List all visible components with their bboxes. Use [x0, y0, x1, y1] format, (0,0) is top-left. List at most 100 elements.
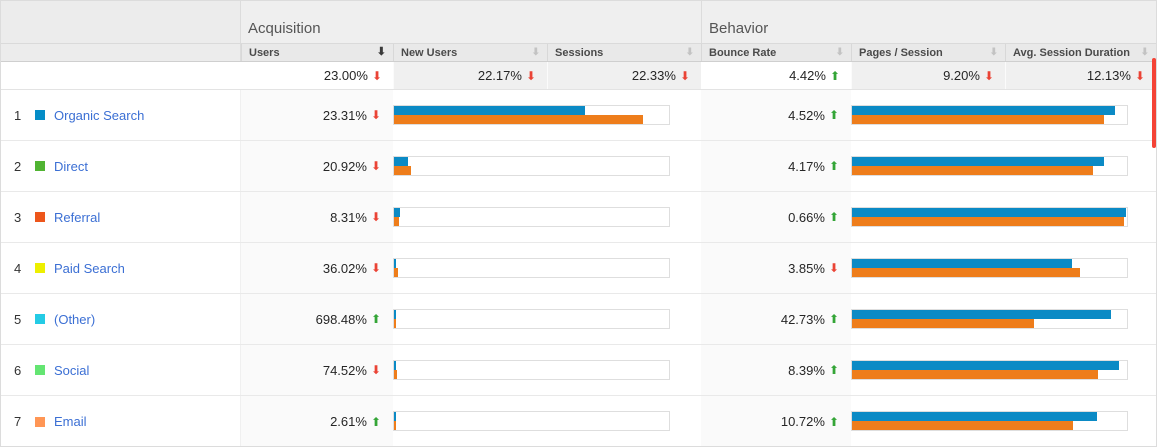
trend-arrow-icon — [829, 262, 839, 274]
group-header-acquisition: Acquisition — [241, 1, 701, 43]
table-row: 7 Email 2.61% 10.72% — [1, 396, 1156, 446]
date-range-b-bar — [852, 268, 1081, 277]
behavior-bar-cell — [851, 192, 1156, 242]
date-range-a-bar — [852, 361, 1119, 370]
channel-color-swatch — [35, 212, 45, 222]
comparison-bar-chart — [851, 105, 1128, 125]
channel-label-cell: 7 Email — [1, 396, 241, 446]
summary-sessions: 22.33% — [547, 62, 701, 89]
date-range-a-bar — [852, 208, 1126, 217]
column-header-new-users[interactable]: New Users — [393, 44, 547, 61]
channel-link[interactable]: Direct — [54, 158, 88, 174]
row-number: 4 — [14, 260, 22, 276]
trend-arrow-icon — [371, 416, 381, 428]
comparison-bar-chart — [851, 258, 1128, 278]
channel-link[interactable]: Organic Search — [54, 107, 145, 123]
summary-pages-session: 9.20% — [851, 62, 1005, 89]
row-number: 1 — [14, 107, 22, 123]
acquisition-bar-cell — [393, 90, 701, 140]
column-header-sessions[interactable]: Sessions — [547, 44, 701, 61]
group-header-band: Acquisition Behavior — [1, 1, 1156, 44]
column-header-bounce-rate[interactable]: Bounce Rate — [701, 44, 851, 61]
date-range-b-bar — [852, 319, 1034, 328]
group-label: Acquisition — [248, 20, 321, 37]
trend-arrow-icon — [371, 211, 381, 223]
acquisition-change-cell: 74.52% — [241, 345, 393, 395]
date-range-b-bar — [394, 217, 399, 226]
trend-arrow-icon — [830, 70, 840, 82]
comparison-bar-chart — [393, 411, 670, 431]
comparison-bar-chart — [851, 411, 1128, 431]
date-range-a-bar — [394, 106, 586, 115]
summary-bounce-rate: 4.42% — [701, 62, 851, 89]
trend-arrow-icon — [829, 211, 839, 223]
trend-arrow-icon — [371, 160, 381, 172]
behavior-bar-cell — [851, 294, 1156, 344]
date-range-a-bar — [852, 157, 1104, 166]
trend-arrow-icon — [829, 160, 839, 172]
channel-label-cell: 5 (Other) — [1, 294, 241, 344]
trend-arrow-icon — [829, 416, 839, 428]
acquisition-bar-cell — [393, 294, 701, 344]
acquisition-change-cell: 20.92% — [241, 141, 393, 191]
channel-color-swatch — [35, 263, 45, 273]
column-header-users[interactable]: Users — [241, 44, 393, 61]
sort-desc-icon — [686, 48, 694, 58]
summary-spacer — [1, 62, 241, 89]
comparison-bar-chart — [393, 105, 670, 125]
date-range-b-bar — [852, 166, 1094, 175]
date-range-b-bar — [852, 370, 1099, 379]
comparison-bar-chart — [851, 309, 1128, 329]
channel-color-swatch — [35, 365, 45, 375]
channel-color-swatch — [35, 314, 45, 324]
summary-new-users: 22.17% — [393, 62, 547, 89]
channel-label-cell: 2 Direct — [1, 141, 241, 191]
trend-arrow-icon — [829, 364, 839, 376]
dimension-header-spacer — [1, 1, 241, 43]
channel-color-swatch — [35, 161, 45, 171]
summary-users: 23.00% — [241, 62, 393, 89]
channel-link[interactable]: (Other) — [54, 311, 96, 327]
date-range-b-bar — [394, 421, 396, 430]
comparison-bar-chart — [393, 156, 670, 176]
acquisition-change-cell: 8.31% — [241, 192, 393, 242]
comparison-bar-chart — [393, 258, 670, 278]
behavior-bar-cell — [851, 345, 1156, 395]
date-range-a-bar — [394, 361, 396, 370]
date-range-b-bar — [394, 268, 399, 277]
sort-desc-icon — [377, 47, 386, 58]
channel-link[interactable]: Social — [54, 362, 90, 378]
column-header-pages-session[interactable]: Pages / Session — [851, 44, 1005, 61]
channel-link[interactable]: Referral — [54, 209, 101, 225]
trend-arrow-icon — [371, 313, 381, 325]
date-range-b-bar — [394, 370, 398, 379]
acquisition-change-cell: 698.48% — [241, 294, 393, 344]
column-header-avg-session-duration[interactable]: Avg. Session Duration — [1005, 44, 1156, 61]
trend-arrow-icon — [984, 70, 994, 82]
table-row: 4 Paid Search 36.02% 3.85% — [1, 243, 1156, 294]
row-number: 6 — [14, 362, 22, 378]
channel-color-swatch — [35, 416, 45, 427]
table-row: 3 Referral 8.31% 0.66% — [1, 192, 1156, 243]
acquisition-change-cell: 36.02% — [241, 243, 393, 293]
behavior-change-cell: 0.66% — [701, 192, 851, 242]
channel-link[interactable]: Email — [54, 414, 87, 429]
channel-label-cell: 4 Paid Search — [1, 243, 241, 293]
trend-arrow-icon — [371, 262, 381, 274]
channel-link[interactable]: Paid Search — [54, 260, 125, 276]
scrollbar-thumb[interactable] — [1152, 58, 1156, 148]
date-range-b-bar — [852, 115, 1104, 124]
comparison-bar-chart — [393, 207, 670, 227]
channel-label-cell: 3 Referral — [1, 192, 241, 242]
row-number: 7 — [14, 414, 22, 429]
row-number: 2 — [14, 158, 22, 174]
date-range-a-bar — [852, 412, 1097, 421]
comparison-bar-chart — [851, 360, 1128, 380]
date-range-a-bar — [394, 412, 396, 421]
behavior-bar-cell — [851, 243, 1156, 293]
date-range-b-bar — [394, 319, 396, 328]
behavior-change-cell: 3.85% — [701, 243, 851, 293]
acquisition-change-cell: 2.61% — [241, 396, 393, 446]
behavior-change-cell: 4.17% — [701, 141, 851, 191]
